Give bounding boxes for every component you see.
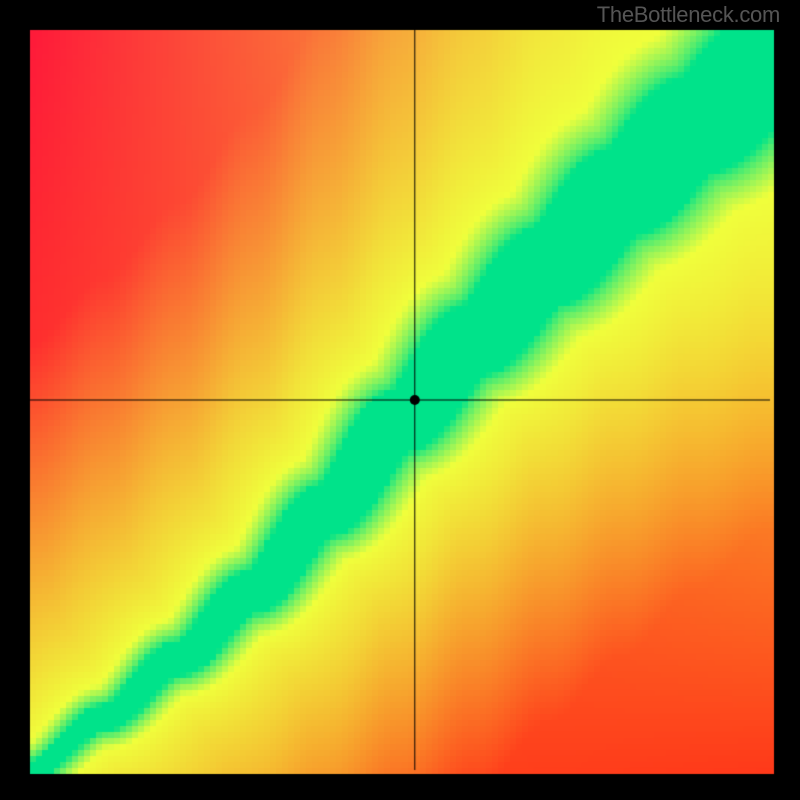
bottleneck-heatmap: [0, 0, 800, 800]
watermark-text: TheBottleneck.com: [597, 2, 780, 28]
